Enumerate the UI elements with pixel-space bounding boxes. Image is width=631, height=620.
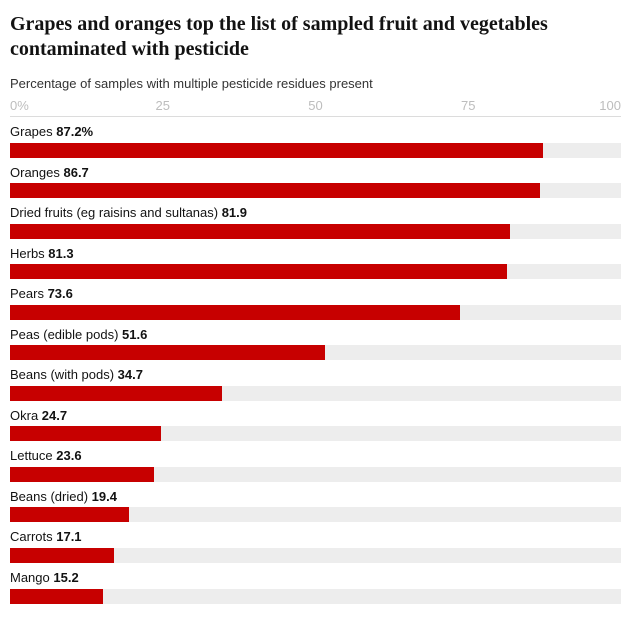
bar-category: Peas (edible pods): [10, 327, 122, 342]
bar-label: Pears 73.6: [10, 285, 621, 303]
bar-category: Mango: [10, 570, 53, 585]
bar-row: Okra 24.7: [10, 407, 621, 442]
bar-fill: [10, 507, 129, 522]
bar-label: Okra 24.7: [10, 407, 621, 425]
bar-category: Herbs: [10, 246, 48, 261]
bar-track: [10, 345, 621, 360]
bar-value: 73.6: [48, 286, 73, 301]
chart-title: Grapes and oranges top the list of sampl…: [10, 12, 621, 62]
bar-track: [10, 183, 621, 198]
bar-fill: [10, 345, 325, 360]
chart-rows: Grapes 87.2% Oranges 86.7 Dried fruits (eg…: [10, 123, 621, 604]
bar-category: Lettuce: [10, 448, 56, 463]
bar-category: Beans (with pods): [10, 367, 118, 382]
bar-value: 34.7: [118, 367, 143, 382]
bar-track: [10, 548, 621, 563]
bar-row: Mango 15.2: [10, 569, 621, 604]
bar-fill: [10, 589, 103, 604]
bar-category: Okra: [10, 408, 42, 423]
bar-category: Pears: [10, 286, 48, 301]
bar-category: Oranges: [10, 165, 63, 180]
bar-row: Oranges 86.7: [10, 164, 621, 199]
bar-chart: 0% 25 50 75 100 Grapes 87.2% Oranges 86.7 Drie…: [10, 97, 621, 604]
bar-label: Dried fruits (eg raisins and sultanas) 8…: [10, 204, 621, 222]
axis-tick: 0%: [10, 98, 29, 113]
bar-label: Mango 15.2: [10, 569, 621, 587]
bar-fill: [10, 183, 540, 198]
bar-category: Dried fruits (eg raisins and sultanas): [10, 205, 222, 220]
bar-label: Oranges 86.7: [10, 164, 621, 182]
bar-row: Carrots 17.1: [10, 528, 621, 563]
bar-track: [10, 264, 621, 279]
bar-value: 86.7: [63, 165, 88, 180]
bar-row: Dried fruits (eg raisins and sultanas) 8…: [10, 204, 621, 239]
bar-fill: [10, 548, 114, 563]
bar-row: Peas (edible pods) 51.6: [10, 326, 621, 361]
bar-track: [10, 426, 621, 441]
bar-value: 81.9: [222, 205, 247, 220]
axis-tick: 25: [156, 98, 170, 113]
bar-label: Grapes 87.2%: [10, 123, 621, 141]
bar-fill: [10, 386, 222, 401]
bar-label: Beans (with pods) 34.7: [10, 366, 621, 384]
bar-category: Beans (dried): [10, 489, 92, 504]
bar-fill: [10, 305, 460, 320]
bar-track: [10, 143, 621, 158]
bar-track: [10, 589, 621, 604]
x-axis: 0% 25 50 75 100: [10, 97, 621, 117]
bar-label: Beans (dried) 19.4: [10, 488, 621, 506]
chart-subtitle: Percentage of samples with multiple pest…: [10, 76, 621, 91]
bar-track: [10, 224, 621, 239]
bar-value: 51.6: [122, 327, 147, 342]
bar-row: Grapes 87.2%: [10, 123, 621, 158]
axis-tick: 100: [599, 98, 621, 113]
bar-label: Carrots 17.1: [10, 528, 621, 546]
bar-fill: [10, 224, 510, 239]
bar-value: 17.1: [56, 529, 81, 544]
bar-fill: [10, 143, 543, 158]
bar-track: [10, 305, 621, 320]
bar-label: Lettuce 23.6: [10, 447, 621, 465]
axis-tick: 75: [461, 98, 475, 113]
bar-category: Grapes: [10, 124, 56, 139]
bar-category: Carrots: [10, 529, 56, 544]
bar-row: Beans (dried) 19.4: [10, 488, 621, 523]
bar-value: 81.3: [48, 246, 73, 261]
bar-row: Pears 73.6: [10, 285, 621, 320]
bar-value: 87.2%: [56, 124, 93, 139]
bar-fill: [10, 264, 507, 279]
bar-track: [10, 386, 621, 401]
bar-value: 15.2: [53, 570, 78, 585]
axis-tick: 50: [308, 98, 322, 113]
bar-track: [10, 467, 621, 482]
bar-fill: [10, 467, 154, 482]
bar-value: 19.4: [92, 489, 117, 504]
bar-row: Lettuce 23.6: [10, 447, 621, 482]
bar-row: Beans (with pods) 34.7: [10, 366, 621, 401]
bar-value: 23.6: [56, 448, 81, 463]
bar-track: [10, 507, 621, 522]
bar-label: Peas (edible pods) 51.6: [10, 326, 621, 344]
bar-value: 24.7: [42, 408, 67, 423]
bar-label: Herbs 81.3: [10, 245, 621, 263]
bar-row: Herbs 81.3: [10, 245, 621, 280]
bar-fill: [10, 426, 161, 441]
